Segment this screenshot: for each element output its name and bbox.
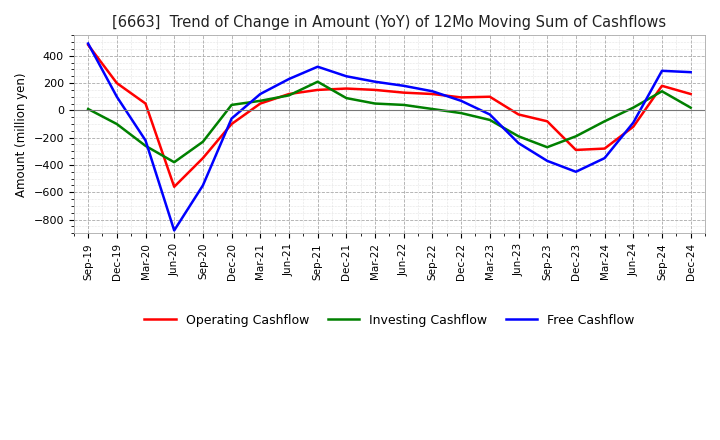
Investing Cashflow bbox=[686, 105, 695, 110]
Free Cashflow bbox=[543, 158, 552, 164]
Line: Investing Cashflow: Investing Cashflow bbox=[88, 82, 690, 162]
Free Cashflow bbox=[514, 140, 523, 146]
Free Cashflow bbox=[456, 98, 465, 103]
Investing Cashflow bbox=[400, 102, 408, 107]
Investing Cashflow bbox=[228, 102, 236, 107]
Operating Cashflow bbox=[572, 147, 580, 153]
Operating Cashflow bbox=[657, 83, 666, 88]
Free Cashflow bbox=[371, 79, 379, 84]
Investing Cashflow bbox=[342, 95, 351, 101]
Investing Cashflow bbox=[84, 106, 92, 112]
Line: Free Cashflow: Free Cashflow bbox=[88, 44, 690, 231]
Free Cashflow bbox=[228, 116, 236, 121]
Free Cashflow bbox=[313, 64, 322, 70]
Free Cashflow bbox=[112, 94, 121, 99]
Investing Cashflow bbox=[141, 143, 150, 148]
Investing Cashflow bbox=[313, 79, 322, 84]
Operating Cashflow bbox=[514, 112, 523, 117]
Operating Cashflow bbox=[199, 155, 207, 161]
Investing Cashflow bbox=[199, 139, 207, 144]
Investing Cashflow bbox=[572, 134, 580, 139]
Investing Cashflow bbox=[629, 105, 638, 110]
Operating Cashflow bbox=[543, 119, 552, 124]
Investing Cashflow bbox=[657, 88, 666, 94]
Investing Cashflow bbox=[170, 160, 179, 165]
Operating Cashflow bbox=[84, 42, 92, 48]
Free Cashflow bbox=[342, 73, 351, 79]
Investing Cashflow bbox=[514, 134, 523, 139]
Operating Cashflow bbox=[313, 87, 322, 92]
Free Cashflow bbox=[686, 70, 695, 75]
Operating Cashflow bbox=[600, 146, 609, 151]
Investing Cashflow bbox=[600, 119, 609, 124]
Title: [6663]  Trend of Change in Amount (YoY) of 12Mo Moving Sum of Cashflows: [6663] Trend of Change in Amount (YoY) o… bbox=[112, 15, 667, 30]
Free Cashflow bbox=[170, 228, 179, 233]
Free Cashflow bbox=[256, 92, 264, 97]
Operating Cashflow bbox=[228, 121, 236, 127]
Legend: Operating Cashflow, Investing Cashflow, Free Cashflow: Operating Cashflow, Investing Cashflow, … bbox=[140, 309, 639, 332]
Operating Cashflow bbox=[284, 92, 293, 97]
Y-axis label: Amount (million yen): Amount (million yen) bbox=[15, 72, 28, 197]
Operating Cashflow bbox=[456, 95, 465, 100]
Investing Cashflow bbox=[256, 98, 264, 103]
Operating Cashflow bbox=[342, 86, 351, 91]
Operating Cashflow bbox=[686, 92, 695, 97]
Operating Cashflow bbox=[141, 101, 150, 106]
Operating Cashflow bbox=[256, 101, 264, 106]
Operating Cashflow bbox=[371, 87, 379, 92]
Operating Cashflow bbox=[170, 184, 179, 190]
Investing Cashflow bbox=[428, 106, 437, 112]
Free Cashflow bbox=[572, 169, 580, 174]
Operating Cashflow bbox=[428, 92, 437, 97]
Free Cashflow bbox=[657, 68, 666, 73]
Free Cashflow bbox=[600, 155, 609, 161]
Investing Cashflow bbox=[371, 101, 379, 106]
Investing Cashflow bbox=[112, 121, 121, 127]
Investing Cashflow bbox=[456, 110, 465, 116]
Free Cashflow bbox=[84, 41, 92, 46]
Free Cashflow bbox=[485, 112, 494, 117]
Investing Cashflow bbox=[543, 145, 552, 150]
Free Cashflow bbox=[141, 138, 150, 143]
Free Cashflow bbox=[629, 120, 638, 125]
Operating Cashflow bbox=[485, 94, 494, 99]
Operating Cashflow bbox=[400, 90, 408, 95]
Investing Cashflow bbox=[284, 93, 293, 98]
Operating Cashflow bbox=[629, 124, 638, 129]
Investing Cashflow bbox=[485, 117, 494, 123]
Free Cashflow bbox=[400, 83, 408, 88]
Operating Cashflow bbox=[112, 81, 121, 86]
Free Cashflow bbox=[428, 88, 437, 94]
Free Cashflow bbox=[284, 77, 293, 82]
Line: Operating Cashflow: Operating Cashflow bbox=[88, 45, 690, 187]
Free Cashflow bbox=[199, 183, 207, 188]
